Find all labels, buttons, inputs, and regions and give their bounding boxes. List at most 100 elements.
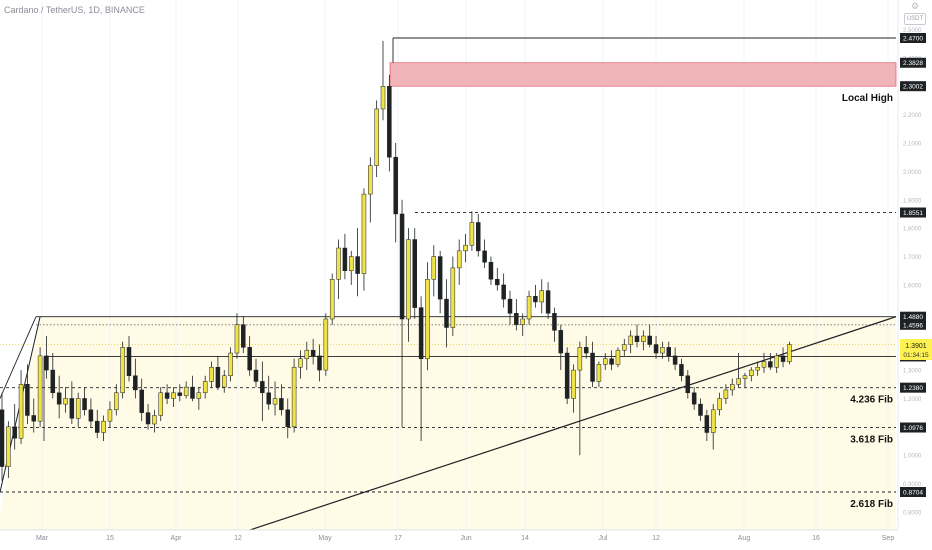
- candle: [622, 338, 627, 356]
- candle-body: [685, 375, 691, 394]
- candle-body: [279, 398, 284, 411]
- candle: [717, 392, 722, 416]
- candle-body: [355, 256, 360, 274]
- candle-body: [564, 352, 570, 399]
- time-tick-label: May: [318, 535, 332, 542]
- vertical-grid: [41, 0, 889, 530]
- candle: [730, 378, 735, 396]
- candle: [56, 375, 62, 419]
- price-tick-label: 2.2000: [903, 113, 922, 119]
- candle: [476, 213, 481, 257]
- candle-body: [742, 375, 748, 379]
- candle: [418, 296, 424, 442]
- candle: [228, 347, 233, 382]
- time-tick-label: 15: [106, 535, 114, 542]
- candle-body: [780, 355, 786, 362]
- candle-body: [774, 355, 779, 368]
- candle: [69, 381, 75, 424]
- candle-body: [545, 290, 551, 314]
- candle-body: [399, 213, 405, 320]
- channel-edge: [0, 316, 37, 399]
- candle-body: [317, 355, 322, 371]
- candle: [514, 299, 519, 331]
- candle-body: [228, 352, 233, 376]
- time-tick-label: 17: [394, 535, 402, 542]
- current-price-tag-bg: [900, 339, 932, 360]
- candle-body: [723, 389, 729, 399]
- candle: [425, 262, 430, 371]
- price-tag-label: 2.4700: [903, 36, 923, 43]
- price-tag-bg: [900, 33, 926, 43]
- price-tick-label: 2.5000: [903, 28, 922, 34]
- candle: [190, 375, 195, 402]
- candle: [787, 341, 792, 365]
- candle-body: [209, 366, 214, 382]
- candle-body: [349, 256, 354, 271]
- candle: [120, 341, 125, 399]
- candle: [704, 409, 710, 442]
- candle-body: [291, 366, 297, 428]
- candle-body: [539, 290, 544, 303]
- candle-body: [12, 426, 17, 439]
- candle: [247, 336, 252, 376]
- price-tick-label: 1.3000: [903, 369, 922, 375]
- candle: [736, 353, 741, 388]
- candle: [660, 341, 665, 359]
- level-annotation: 3.618 Fib: [850, 435, 893, 446]
- candle: [533, 284, 538, 308]
- candle-body: [596, 364, 602, 382]
- price-tick-label: 1.6000: [903, 283, 922, 289]
- currency-badge[interactable]: USDT: [904, 13, 926, 25]
- candle: [50, 353, 56, 399]
- candle-body: [526, 296, 532, 320]
- candle: [323, 313, 329, 376]
- price-tag-bg: [900, 487, 926, 497]
- current-price-tag: 1.3901 01:34:15: [900, 339, 932, 360]
- candle-body: [63, 398, 68, 405]
- price-tag-label: 1.0976: [903, 425, 923, 432]
- candle-body: [653, 344, 659, 354]
- gear-icon[interactable]: ⚙: [910, 1, 920, 11]
- candle: [310, 338, 316, 365]
- candle: [25, 364, 30, 424]
- candle-body: [50, 369, 56, 394]
- candle: [158, 387, 163, 422]
- candle: [145, 404, 151, 430]
- price-tag-label: 0.8704: [903, 490, 923, 497]
- candle: [329, 273, 335, 325]
- candle-body: [533, 296, 538, 303]
- candle: [399, 199, 405, 427]
- time-axis[interactable]: Mar 15 Apr 12 May 17 Jun 14 Jul 12 Aug 16 Sep: [0, 529, 898, 542]
- price-tick-label: 2.0000: [903, 170, 922, 176]
- candle: [520, 313, 525, 337]
- candle-body: [241, 324, 246, 348]
- candle: [647, 324, 652, 348]
- candle-body: [660, 347, 665, 354]
- candle-body: [126, 347, 132, 376]
- candle: [463, 233, 468, 263]
- candle-body: [641, 335, 646, 342]
- candle-body: [387, 85, 392, 158]
- candle: [444, 279, 449, 348]
- price-tick-label: 1.2000: [903, 397, 922, 403]
- time-tick-label: Mar: [36, 535, 49, 542]
- candles: [0, 40, 792, 481]
- candle-body: [196, 392, 202, 399]
- candle-body: [18, 384, 24, 439]
- candle-body: [56, 392, 62, 405]
- candle: [495, 267, 500, 291]
- candle-body: [507, 298, 513, 314]
- candle-body: [82, 398, 87, 411]
- candle-body: [488, 261, 494, 280]
- candle-body: [101, 420, 106, 433]
- candle: [431, 245, 437, 297]
- candle: [488, 256, 494, 285]
- candle: [609, 350, 614, 371]
- candle-body: [152, 415, 157, 425]
- time-tick-label: 16: [812, 535, 820, 542]
- candle-body: [120, 347, 125, 394]
- candle-body: [622, 344, 627, 351]
- candle-body: [691, 392, 697, 405]
- candle: [107, 401, 113, 427]
